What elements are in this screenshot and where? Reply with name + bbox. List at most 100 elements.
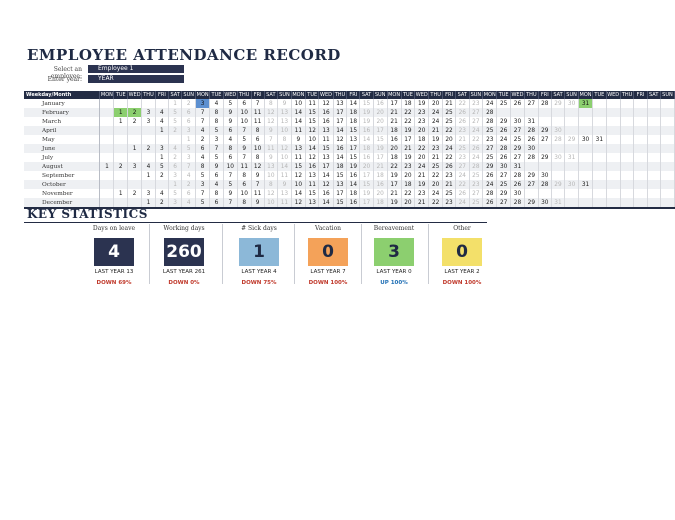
day-cell[interactable]: 23: [414, 117, 430, 126]
day-cell[interactable]: 25: [455, 144, 470, 153]
day-cell[interactable]: 21: [428, 126, 444, 135]
day-cell[interactable]: 1: [155, 153, 169, 162]
day-cell[interactable]: 26: [455, 189, 470, 198]
day-cell[interactable]: 10: [277, 126, 292, 135]
day-cell[interactable]: 29: [538, 153, 552, 162]
day-cell[interactable]: 4: [155, 189, 169, 198]
day-cell[interactable]: 6: [209, 198, 224, 209]
day-cell[interactable]: 21: [442, 99, 457, 108]
day-cell[interactable]: 17: [387, 99, 402, 108]
day-cell[interactable]: 9: [223, 189, 238, 198]
day-cell[interactable]: 10: [237, 189, 252, 198]
day-cell[interactable]: 5: [209, 153, 224, 162]
day-cell[interactable]: 30: [524, 144, 539, 153]
day-cell[interactable]: 21: [428, 153, 444, 162]
day-cell[interactable]: 4: [141, 162, 156, 171]
day-cell[interactable]: 23: [414, 108, 430, 117]
day-cell[interactable]: 31: [578, 180, 594, 189]
day-cell[interactable]: 4: [181, 171, 197, 180]
day-cell[interactable]: 26: [455, 117, 470, 126]
day-cell[interactable]: 25: [428, 162, 444, 171]
day-cell[interactable]: 21: [401, 144, 416, 153]
day-cell[interactable]: 28: [538, 99, 552, 108]
day-cell[interactable]: 5: [181, 144, 197, 153]
day-cell[interactable]: 18: [346, 117, 361, 126]
day-cell[interactable]: 26: [442, 162, 457, 171]
day-cell[interactable]: 13: [333, 180, 348, 189]
day-cell[interactable]: 2: [127, 117, 143, 126]
day-cell[interactable]: 13: [277, 117, 292, 126]
day-cell[interactable]: 20: [373, 189, 388, 198]
day-cell[interactable]: 6: [237, 99, 252, 108]
day-cell[interactable]: 19: [373, 144, 388, 153]
day-cell[interactable]: 12: [264, 117, 279, 126]
day-cell[interactable]: 17: [346, 144, 361, 153]
day-cell[interactable]: 9: [209, 162, 224, 171]
day-cell[interactable]: 7: [195, 189, 211, 198]
day-cell[interactable]: 1: [155, 126, 169, 135]
day-cell[interactable]: 9: [251, 171, 265, 180]
day-cell[interactable]: 2: [141, 144, 156, 153]
day-cell[interactable]: 11: [291, 153, 306, 162]
day-cell[interactable]: 26: [482, 198, 498, 209]
day-cell[interactable]: 5: [168, 108, 183, 117]
day-cell[interactable]: 3: [181, 126, 197, 135]
day-cell[interactable]: 16: [305, 162, 320, 171]
day-cell[interactable]: 3: [168, 198, 183, 209]
day-cell[interactable]: 5: [209, 126, 224, 135]
day-cell[interactable]: 1: [127, 144, 143, 153]
day-cell[interactable]: 7: [251, 99, 265, 108]
day-cell[interactable]: 26: [455, 108, 470, 117]
day-cell[interactable]: 22: [428, 198, 444, 209]
day-cell[interactable]: 15: [346, 126, 361, 135]
day-cell[interactable]: 2: [113, 162, 129, 171]
day-cell[interactable]: 4: [209, 180, 224, 189]
day-cell[interactable]: 2: [181, 180, 197, 189]
day-cell[interactable]: 20: [442, 135, 457, 144]
day-cell[interactable]: 14: [333, 126, 348, 135]
day-cell[interactable]: 9: [223, 108, 238, 117]
day-cell[interactable]: 2: [168, 126, 183, 135]
day-cell[interactable]: 19: [401, 126, 416, 135]
day-cell[interactable]: 12: [291, 171, 306, 180]
day-cell[interactable]: 21: [455, 135, 470, 144]
day-cell[interactable]: 30: [496, 162, 511, 171]
day-cell[interactable]: 6: [181, 189, 197, 198]
day-cell[interactable]: 7: [237, 126, 252, 135]
day-cell[interactable]: 10: [264, 171, 279, 180]
day-cell[interactable]: 12: [264, 189, 279, 198]
day-cell[interactable]: 6: [209, 171, 224, 180]
day-cell[interactable]: 29: [496, 189, 511, 198]
day-cell[interactable]: 1: [113, 117, 129, 126]
day-cell[interactable]: 22: [401, 117, 416, 126]
day-cell[interactable]: 15: [346, 153, 361, 162]
day-cell[interactable]: 31: [551, 198, 566, 209]
day-cell[interactable]: 11: [305, 99, 320, 108]
day-cell[interactable]: 5: [195, 171, 211, 180]
day-cell[interactable]: 20: [428, 99, 444, 108]
day-cell[interactable]: 26: [524, 135, 539, 144]
day-cell[interactable]: 9: [251, 198, 265, 209]
day-cell[interactable]: 19: [414, 180, 430, 189]
day-cell[interactable]: 17: [373, 126, 388, 135]
day-cell[interactable]: 27: [524, 99, 539, 108]
day-cell[interactable]: 23: [455, 126, 470, 135]
day-cell[interactable]: 17: [318, 162, 334, 171]
day-cell[interactable]: 6: [181, 117, 197, 126]
day-cell[interactable]: 25: [469, 198, 484, 209]
day-cell[interactable]: 1: [99, 162, 115, 171]
day-cell[interactable]: 24: [496, 135, 511, 144]
day-cell[interactable]: 24: [455, 171, 470, 180]
day-cell[interactable]: 4: [195, 126, 211, 135]
day-cell[interactable]: 29: [551, 180, 566, 189]
day-cell[interactable]: 18: [387, 126, 402, 135]
day-cell[interactable]: 4: [223, 135, 238, 144]
day-cell[interactable]: 22: [455, 180, 470, 189]
day-cell[interactable]: 31: [564, 153, 579, 162]
day-cell[interactable]: 18: [333, 162, 348, 171]
day-cell[interactable]: 16: [346, 198, 361, 209]
day-cell[interactable]: 22: [455, 99, 470, 108]
employee-select[interactable]: Employee 1: [88, 65, 184, 73]
day-cell[interactable]: 2: [195, 135, 211, 144]
day-cell[interactable]: 29: [510, 144, 526, 153]
